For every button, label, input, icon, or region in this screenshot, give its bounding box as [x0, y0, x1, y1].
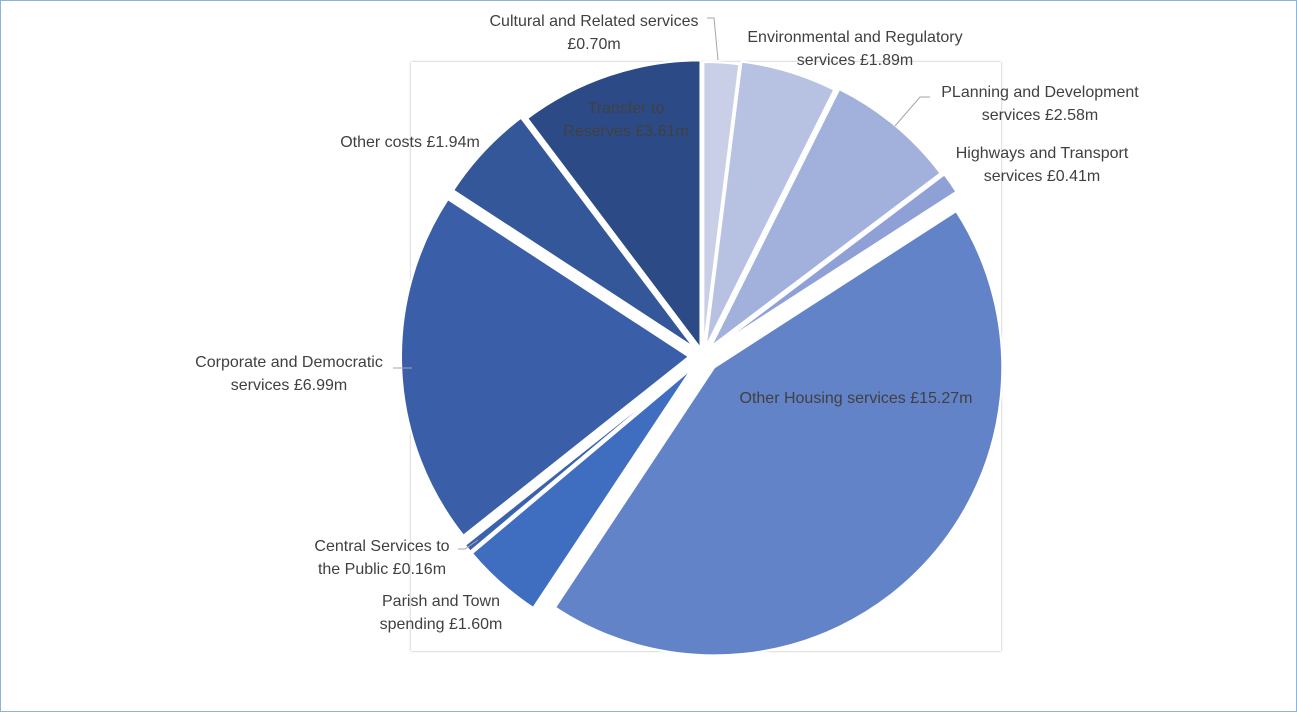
data-label-line: Cultural and Related services	[490, 13, 699, 30]
data-label-line: the Public £0.16m	[318, 561, 446, 578]
pie-slice-other-costs	[451, 116, 696, 349]
data-label-line: Corporate and Democratic	[195, 354, 383, 371]
data-label-line: Environmental and Regulatory	[747, 29, 962, 46]
pie-slice-planning-and-development-services	[709, 87, 942, 348]
data-label-line: PLanning and Development	[941, 84, 1139, 101]
data-label-line: services £6.99m	[231, 377, 348, 394]
data-label-line: services £0.41m	[984, 168, 1101, 185]
leader-line	[707, 17, 719, 61]
data-label-line: Parish and Town	[382, 593, 500, 610]
data-label-line: Transfer to	[588, 100, 665, 117]
data-label: Other Housing services £15.27m	[740, 390, 973, 407]
data-label: Highways and Transport services £0.41m	[956, 145, 1129, 185]
data-label-line: Highways and Transport	[956, 145, 1129, 162]
pie-slice-corporate-and-democratic-services	[400, 197, 691, 538]
data-label-line: spending £1.60m	[380, 616, 503, 633]
pie-slice-environmental-and-regulatory-services	[704, 60, 836, 348]
data-label: Cultural and Related services £0.70m	[490, 13, 699, 53]
data-label: Environmental and Regulatory services £1.…	[747, 29, 962, 69]
data-label: Central Services to the Public £0.16m	[314, 538, 449, 578]
pie-slice-parish-and-town-spending	[470, 367, 694, 610]
data-label-line: Reserves £3.61m	[563, 123, 688, 140]
data-label-line: services £2.58m	[982, 107, 1099, 124]
data-label: PLanning and Development services £2.58m	[941, 84, 1139, 124]
pie-slice-other-housing-services	[553, 209, 1004, 657]
data-label-line: Other Housing services £15.27m	[740, 390, 973, 407]
data-label-line: Central Services to	[314, 538, 449, 555]
pie-slice-transfer-to-reserves	[525, 59, 702, 352]
data-label-line: Other costs £1.94m	[340, 134, 480, 151]
data-label: Other costs £1.94m	[340, 134, 480, 151]
data-label: Parish and Town spending £1.60m	[380, 593, 503, 633]
pie-slice-central-services-to-the-public	[463, 365, 692, 553]
data-label-line: services £1.89m	[797, 52, 914, 69]
pie-slice-highways-and-transport-services	[713, 173, 958, 349]
leader-line	[894, 96, 930, 127]
data-label: Transfer to Reserves £3.61m	[563, 100, 688, 140]
leader-line	[458, 539, 479, 550]
data-label-line: £0.70m	[567, 36, 620, 53]
pie-slice-cultural-and-related-services	[702, 61, 741, 351]
data-label: Corporate and Democratic services £6.99m	[195, 354, 383, 394]
